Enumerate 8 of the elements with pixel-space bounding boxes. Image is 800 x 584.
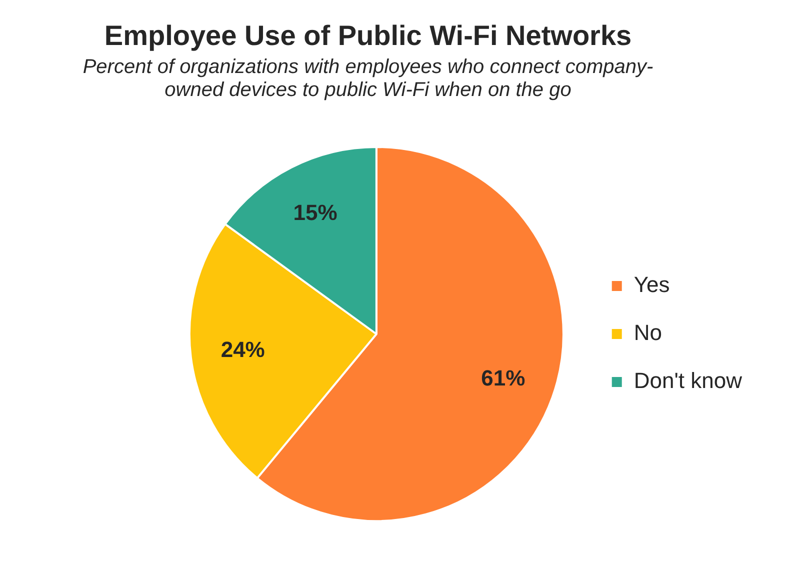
- legend-label: Yes: [634, 272, 670, 298]
- data-label: 24%: [220, 336, 265, 362]
- data-label: 61%: [481, 366, 526, 391]
- legend-label: No: [634, 320, 662, 346]
- chart-subtitle: Percent of organizations with employees who connect company-owned devices to public Wi-Fi when on the go: [82, 56, 654, 102]
- legend-label: Don't know: [634, 368, 742, 394]
- data-label: 15%: [293, 200, 338, 226]
- chart-title: Employee Use of Public Wi-Fi Networks: [103, 20, 633, 52]
